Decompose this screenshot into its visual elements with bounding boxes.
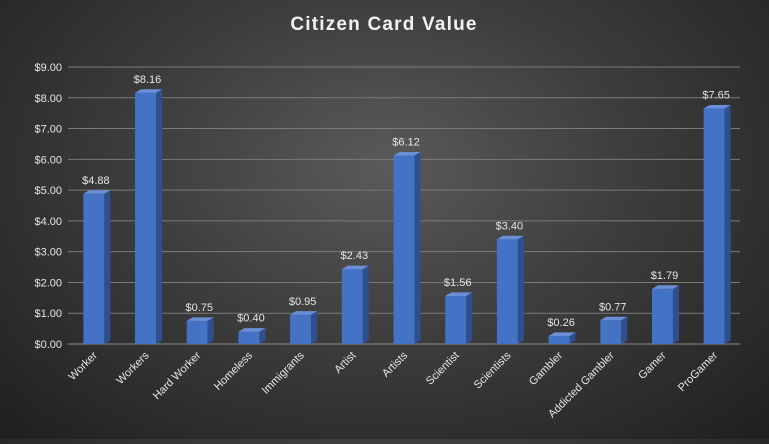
x-tick-label: Hard Worker: [151, 349, 204, 402]
x-tick-label: Gamer: [636, 349, 668, 381]
y-tick-label: $7.00: [34, 124, 62, 136]
data-labels: $4.88 $8.16 $0.75 $0.40 $0.95 $2.43 $6.12 $1.56…: [82, 74, 730, 329]
x-tick-label: ProGamer: [676, 349, 721, 394]
bar-side: [672, 285, 679, 344]
bar-top: [238, 328, 266, 332]
bar-side: [724, 104, 731, 344]
bar: [496, 239, 518, 344]
y-tick-label: $2.00: [34, 277, 62, 289]
data-label: $0.40: [237, 313, 265, 325]
x-tick-label: Scientists: [472, 349, 514, 391]
bar-top: [135, 89, 163, 93]
bars: [83, 89, 731, 345]
bar-top: [290, 311, 318, 315]
bar: [290, 314, 312, 344]
bar-side: [466, 292, 473, 344]
data-label: $1.79: [651, 270, 679, 282]
y-tick-label: $0.00: [34, 339, 62, 351]
y-tick-label: $5.00: [34, 185, 62, 197]
bar-side: [362, 265, 369, 344]
bar: [393, 155, 415, 344]
x-tick-label: Artist: [332, 350, 358, 376]
bar: [548, 335, 570, 344]
data-label: $1.56: [444, 277, 472, 289]
bar-top: [445, 292, 473, 296]
y-tick-label: $3.00: [34, 247, 62, 259]
bar: [186, 320, 208, 344]
x-tick-label: Worker: [67, 349, 101, 383]
bar: [445, 295, 467, 344]
bar-side: [156, 89, 163, 345]
bar-top: [651, 285, 679, 289]
y-tick-label: $6.00: [34, 154, 62, 166]
y-tick-label: $9.00: [34, 62, 62, 74]
bar-side: [104, 190, 111, 344]
x-tick-label: Gambler: [527, 349, 566, 388]
bar: [135, 92, 157, 344]
data-label: $0.75: [185, 302, 213, 314]
bar-top: [393, 152, 421, 156]
bar: [238, 331, 260, 344]
bar-top: [496, 235, 524, 240]
bar-side: [621, 316, 628, 344]
data-label: $6.12: [392, 137, 420, 149]
data-label: $3.40: [496, 220, 524, 232]
bar: [83, 193, 105, 344]
data-label: $0.95: [289, 296, 317, 308]
data-label: $8.16: [134, 74, 162, 86]
y-axis: $0.00 $1.00 $2.00 $3.00 $4.00 $5.00 $6.00 $7.00…: [34, 62, 62, 351]
chart-title: Citizen Card Value: [290, 14, 477, 35]
data-label: $0.26: [547, 317, 575, 329]
y-tick-label: $4.00: [34, 216, 62, 228]
data-label: $4.88: [82, 175, 110, 187]
bar-top: [548, 332, 576, 336]
bar-side: [259, 328, 266, 344]
bar-side: [311, 311, 318, 344]
bar-side: [569, 332, 576, 344]
x-tick-label: Homeless: [212, 349, 255, 392]
bar-top: [83, 190, 111, 194]
bar: [651, 288, 673, 344]
bar-top: [186, 317, 214, 321]
data-label: $0.77: [599, 301, 627, 313]
data-label: $7.65: [702, 90, 730, 102]
bar: [703, 108, 725, 344]
bar-top: [703, 104, 731, 109]
bar: [600, 320, 622, 344]
x-axis: Worker Workers Hard Worker Homeless Immigran…: [67, 349, 721, 420]
bar-top: [600, 316, 628, 321]
x-tick-label: Workers: [114, 349, 152, 387]
bar-side: [414, 152, 421, 344]
x-tick-label: Scientist: [424, 350, 462, 388]
bar-top: [341, 265, 369, 270]
data-label: $2.43: [341, 250, 369, 262]
y-tick-label: $8.00: [34, 93, 62, 105]
y-tick-label: $1.00: [34, 308, 62, 320]
x-tick-label: Immigrants: [260, 349, 307, 396]
bar: [341, 269, 363, 344]
x-tick-label: Artists: [380, 349, 410, 379]
bar-side: [517, 235, 524, 344]
bar-side: [207, 317, 214, 344]
